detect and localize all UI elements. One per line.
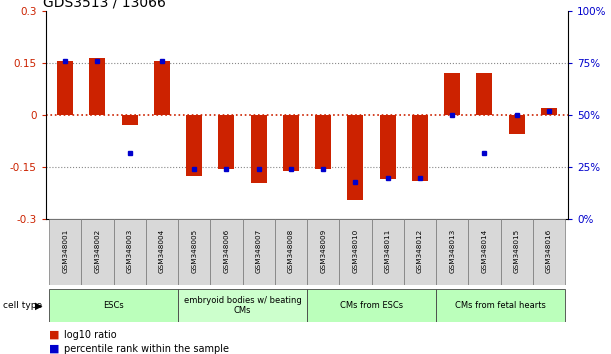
Bar xyxy=(210,219,243,285)
Bar xyxy=(468,219,500,285)
Bar xyxy=(57,61,73,115)
Bar xyxy=(251,115,267,183)
Bar xyxy=(541,108,557,115)
Bar xyxy=(347,115,364,200)
Text: CMs from fetal hearts: CMs from fetal hearts xyxy=(455,301,546,310)
Bar xyxy=(218,115,235,169)
Text: GSM348004: GSM348004 xyxy=(159,229,165,273)
Text: GSM348013: GSM348013 xyxy=(449,229,455,273)
Bar xyxy=(436,289,565,322)
Text: ■: ■ xyxy=(49,330,59,339)
Bar xyxy=(154,61,170,115)
Text: GSM348002: GSM348002 xyxy=(95,229,100,273)
Text: GSM348003: GSM348003 xyxy=(126,229,133,273)
Text: percentile rank within the sample: percentile rank within the sample xyxy=(64,344,229,354)
Text: GSM348008: GSM348008 xyxy=(288,229,294,273)
Text: GSM348011: GSM348011 xyxy=(385,229,390,273)
Text: ■: ■ xyxy=(49,344,59,354)
Text: GSM348001: GSM348001 xyxy=(62,229,68,273)
Text: GSM348012: GSM348012 xyxy=(417,229,423,273)
Bar xyxy=(371,219,404,285)
Bar xyxy=(404,219,436,285)
Bar xyxy=(307,219,339,285)
Bar xyxy=(508,115,525,134)
Bar xyxy=(500,219,533,285)
Bar xyxy=(477,73,492,115)
Bar xyxy=(49,219,81,285)
Bar xyxy=(49,289,178,322)
Text: GSM348016: GSM348016 xyxy=(546,229,552,273)
Text: GSM348005: GSM348005 xyxy=(191,229,197,273)
Bar xyxy=(315,115,331,169)
Text: ESCs: ESCs xyxy=(103,301,124,310)
Bar xyxy=(533,219,565,285)
Text: GSM348006: GSM348006 xyxy=(224,229,229,273)
Bar xyxy=(436,219,468,285)
Text: embryoid bodies w/ beating
CMs: embryoid bodies w/ beating CMs xyxy=(184,296,301,315)
Text: GDS3513 / 13066: GDS3513 / 13066 xyxy=(43,0,166,10)
Text: GSM348007: GSM348007 xyxy=(255,229,262,273)
Bar xyxy=(114,219,146,285)
Text: CMs from ESCs: CMs from ESCs xyxy=(340,301,403,310)
Bar xyxy=(122,115,137,126)
Bar xyxy=(81,219,114,285)
Bar xyxy=(307,289,436,322)
Text: log10 ratio: log10 ratio xyxy=(64,330,117,339)
Text: GSM348014: GSM348014 xyxy=(481,229,488,273)
Text: GSM348015: GSM348015 xyxy=(514,229,519,273)
Bar xyxy=(412,115,428,181)
Bar xyxy=(89,58,106,115)
Bar xyxy=(243,219,275,285)
Text: cell type: cell type xyxy=(3,301,42,310)
Text: ▶: ▶ xyxy=(35,300,43,310)
Bar xyxy=(146,219,178,285)
Bar xyxy=(186,115,202,176)
Bar xyxy=(379,115,396,179)
Bar xyxy=(283,115,299,171)
Bar xyxy=(178,219,210,285)
Bar xyxy=(178,289,307,322)
Text: GSM348009: GSM348009 xyxy=(320,229,326,273)
Bar xyxy=(444,73,460,115)
Bar xyxy=(275,219,307,285)
Bar xyxy=(339,219,371,285)
Text: GSM348010: GSM348010 xyxy=(353,229,359,273)
